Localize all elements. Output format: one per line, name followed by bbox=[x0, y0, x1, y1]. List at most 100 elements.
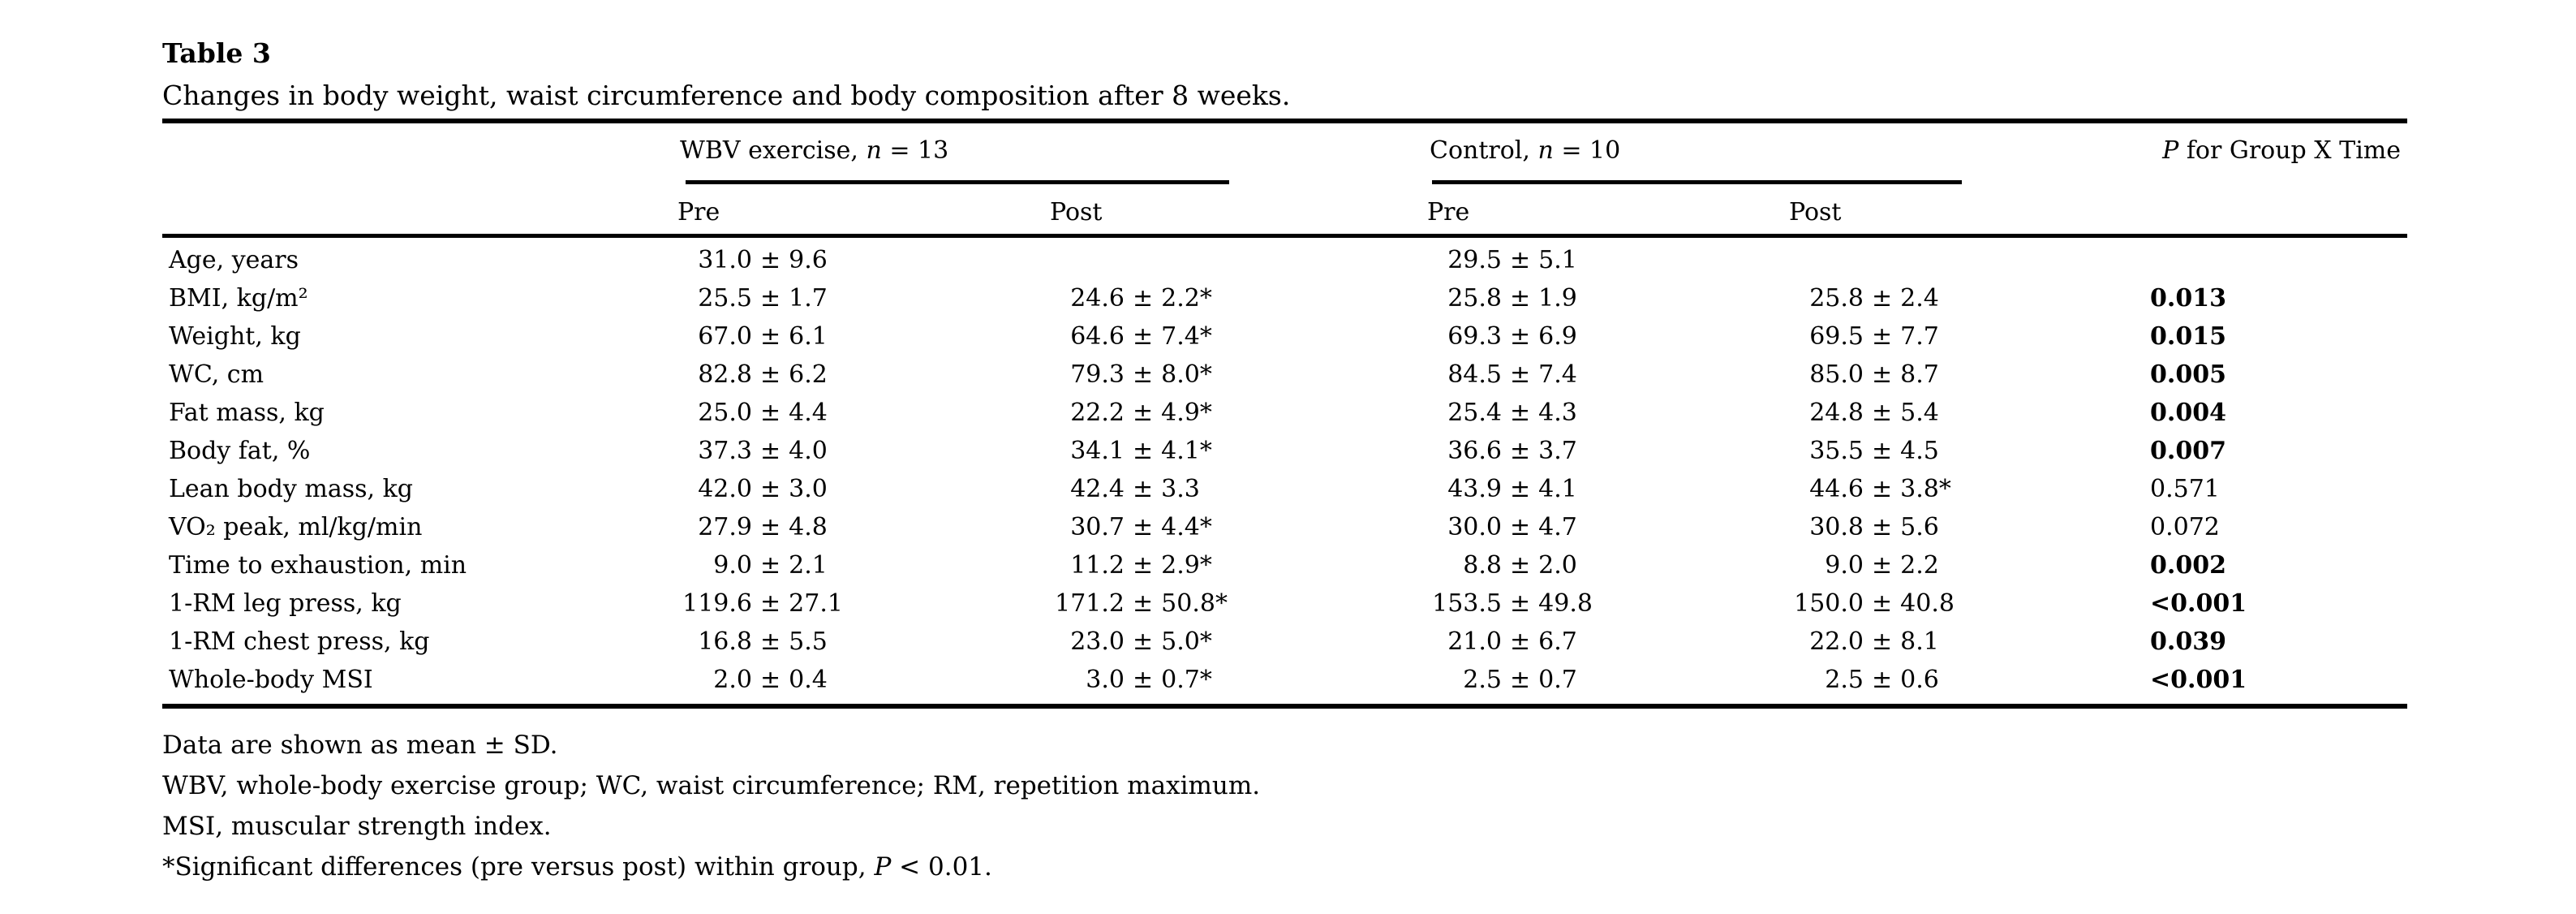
rule-header-divider bbox=[162, 234, 2407, 238]
row-label: Fat mass, kg bbox=[169, 399, 325, 427]
value-mean: 8.8 bbox=[1463, 551, 1502, 580]
footnote-significance-threshold: < 0.01. bbox=[891, 852, 992, 882]
value-sd: 4.9* bbox=[1161, 399, 1212, 427]
cell-wbv-post: 171.2 ±50.8* bbox=[1050, 589, 1427, 618]
value-mean: 42.4 bbox=[1070, 475, 1125, 503]
cell-wbv-pre: 27.9 ±4.8 bbox=[677, 513, 1050, 541]
cell-wbv-pre: 25.0 ±4.4 bbox=[677, 399, 1050, 427]
subheader-control-post: Post bbox=[1789, 198, 1842, 226]
value-sd: 2.4 bbox=[1900, 284, 1939, 313]
value-sd: 5.1 bbox=[1538, 246, 1577, 274]
plus-minus-sign: ± bbox=[760, 360, 781, 389]
cell-p-value: 0.013 bbox=[2150, 284, 2226, 313]
value-mean: 153.5 bbox=[1432, 589, 1502, 618]
table-row: Age, years 31.0 ±9.6 29.5 ±5.1 bbox=[162, 241, 2407, 279]
value-mean: 36.6 bbox=[1447, 437, 1502, 465]
row-label: 1-RM leg press, kg bbox=[169, 589, 402, 618]
value-mean: 42.0 bbox=[698, 475, 752, 503]
value-mean: 24.6 bbox=[1070, 284, 1125, 313]
value-mean: 22.2 bbox=[1070, 399, 1125, 427]
cell-p-value: 0.571 bbox=[2150, 475, 2220, 503]
cell-control-post: 35.5 ±4.5 bbox=[1789, 437, 2150, 465]
value-sd: 6.7 bbox=[1538, 627, 1577, 656]
value-sd: 6.2 bbox=[789, 360, 828, 389]
data-table: WBV exercise, n = 13 Control, n = 10 P f… bbox=[162, 119, 2407, 709]
cell-control-post: 85.0 ±8.7 bbox=[1789, 360, 2150, 389]
plus-minus-sign: ± bbox=[1872, 399, 1893, 427]
plus-minus-sign: ± bbox=[1510, 666, 1531, 694]
plus-minus-sign: ± bbox=[760, 513, 781, 541]
cell-wbv-post: 23.0 ±5.0* bbox=[1050, 627, 1427, 656]
value-mean: 64.6 bbox=[1070, 322, 1125, 351]
value-sd: 2.2* bbox=[1161, 284, 1212, 313]
plus-minus-sign: ± bbox=[760, 284, 781, 313]
plus-minus-sign: ± bbox=[1133, 666, 1154, 694]
value-mean: 9.0 bbox=[713, 551, 752, 580]
footnote-mean-sd: Data are shown as mean ± SD. bbox=[162, 731, 558, 760]
cell-wbv-post: 79.3 ±8.0* bbox=[1050, 360, 1427, 389]
column-group-wbv: WBV exercise, n = 13 bbox=[680, 136, 948, 165]
plus-minus-sign: ± bbox=[1510, 399, 1531, 427]
table-row: BMI, kg/m² 25.5 ±1.7 24.6 ±2.2* 25.8 ±1.9 25.8 ±… bbox=[162, 279, 2407, 317]
footnote-significance-text: *Significant differences (pre versus pos… bbox=[162, 852, 875, 882]
row-label: Time to exhaustion, min bbox=[169, 551, 467, 580]
value-mean: 171.2 bbox=[1055, 589, 1125, 618]
cell-wbv-pre: 31.0 ±9.6 bbox=[677, 246, 1050, 274]
plus-minus-sign: ± bbox=[760, 589, 781, 618]
cell-wbv-pre: 67.0 ±6.1 bbox=[677, 322, 1050, 351]
row-label: Whole-body MSI bbox=[169, 666, 373, 694]
cell-wbv-pre: 25.5 ±1.7 bbox=[677, 284, 1050, 313]
value-mean: 84.5 bbox=[1447, 360, 1502, 389]
row-label: Age, years bbox=[169, 246, 299, 274]
value-sd: 4.1 bbox=[1538, 475, 1577, 503]
value-sd: 6.9 bbox=[1538, 322, 1577, 351]
value-mean: 23.0 bbox=[1070, 627, 1125, 656]
cell-control-post: 24.8 ±5.4 bbox=[1789, 399, 2150, 427]
value-mean: 24.8 bbox=[1809, 399, 1864, 427]
value-sd: 3.7 bbox=[1538, 437, 1577, 465]
table-header: WBV exercise, n = 13 Control, n = 10 P f… bbox=[162, 123, 2407, 234]
value-mean: 27.9 bbox=[698, 513, 752, 541]
cell-control-pre: 30.0 ±4.7 bbox=[1427, 513, 1789, 541]
plus-minus-sign: ± bbox=[1872, 513, 1893, 541]
value-sd: 4.4 bbox=[789, 399, 828, 427]
cell-control-post: 9.0 ±2.2 bbox=[1789, 551, 2150, 580]
table-figure: Table 3 Changes in body weight, waist ci… bbox=[162, 32, 2407, 887]
plus-minus-sign: ± bbox=[1872, 627, 1893, 656]
value-sd: 8.7 bbox=[1900, 360, 1939, 389]
p-header-text: for Group X Time bbox=[2178, 136, 2401, 165]
plus-minus-sign: ± bbox=[1510, 322, 1531, 351]
value-mean: 35.5 bbox=[1809, 437, 1864, 465]
value-sd: 2.9* bbox=[1161, 551, 1212, 580]
cell-control-pre: 25.8 ±1.9 bbox=[1427, 284, 1789, 313]
table-caption-block: Table 3 Changes in body weight, waist ci… bbox=[162, 32, 2407, 117]
plus-minus-sign: ± bbox=[760, 246, 781, 274]
value-mean: 44.6 bbox=[1809, 475, 1864, 503]
subheader-control-pre: Pre bbox=[1427, 198, 1470, 226]
value-mean: 9.0 bbox=[1825, 551, 1864, 580]
value-mean: 3.0 bbox=[1086, 666, 1125, 694]
plus-minus-sign: ± bbox=[1510, 360, 1531, 389]
plus-minus-sign: ± bbox=[760, 666, 781, 694]
plus-minus-sign: ± bbox=[1133, 322, 1154, 351]
value-mean: 21.0 bbox=[1447, 627, 1502, 656]
cell-p-value: 0.015 bbox=[2150, 322, 2226, 351]
value-sd: 49.8 bbox=[1538, 589, 1593, 618]
table-row: Weight, kg 67.0 ±6.1 64.6 ±7.4* 69.3 ±6.9 69.5 ±… bbox=[162, 317, 2407, 356]
plus-minus-sign: ± bbox=[1510, 437, 1531, 465]
cell-wbv-post: 34.1 ±4.1* bbox=[1050, 437, 1427, 465]
cell-control-post: 2.5 ±0.6 bbox=[1789, 666, 2150, 694]
cell-wbv-pre: 119.6 ±27.1 bbox=[677, 589, 1050, 618]
value-mean: 69.5 bbox=[1809, 322, 1864, 351]
plus-minus-sign: ± bbox=[1510, 551, 1531, 580]
value-sd: 50.8* bbox=[1161, 589, 1228, 618]
table-row: WC, cm 82.8 ±6.2 79.3 ±8.0* 84.5 ±7.4 85.0 ±8.7 0… bbox=[162, 356, 2407, 394]
value-sd: 40.8 bbox=[1900, 589, 1955, 618]
cell-wbv-post: 42.4 ±3.3 bbox=[1050, 475, 1427, 503]
value-sd: 5.6 bbox=[1900, 513, 1939, 541]
value-sd: 5.5 bbox=[789, 627, 828, 656]
plus-minus-sign: ± bbox=[1133, 551, 1154, 580]
row-label: Body fat, % bbox=[169, 437, 311, 465]
plus-minus-sign: ± bbox=[1510, 246, 1531, 274]
subheader-wbv-post: Post bbox=[1050, 198, 1103, 226]
